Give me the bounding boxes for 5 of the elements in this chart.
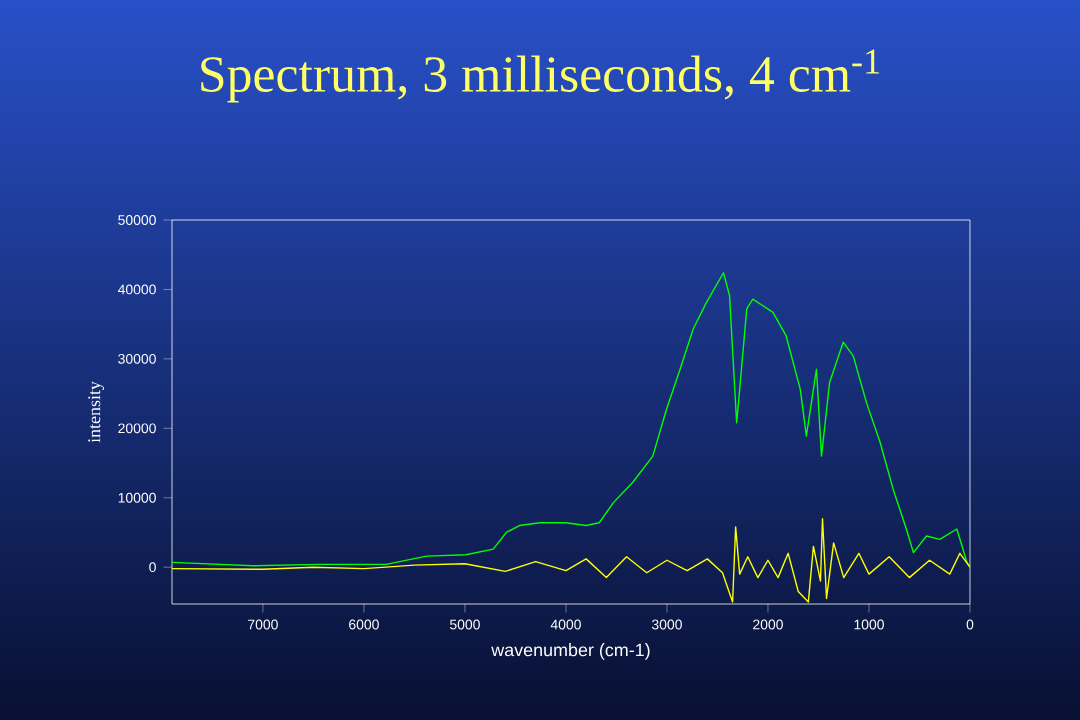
x-axis-title: wavenumber (cm-1) <box>491 643 650 660</box>
chart-title: Spectrum, 3 milliseconds, 4 cm$^{-1}$ <box>201 49 880 103</box>
line-series <box>171 272 970 568</box>
line-series <box>171 517 970 603</box>
y-axis-title: intensity <box>88 381 104 443</box>
